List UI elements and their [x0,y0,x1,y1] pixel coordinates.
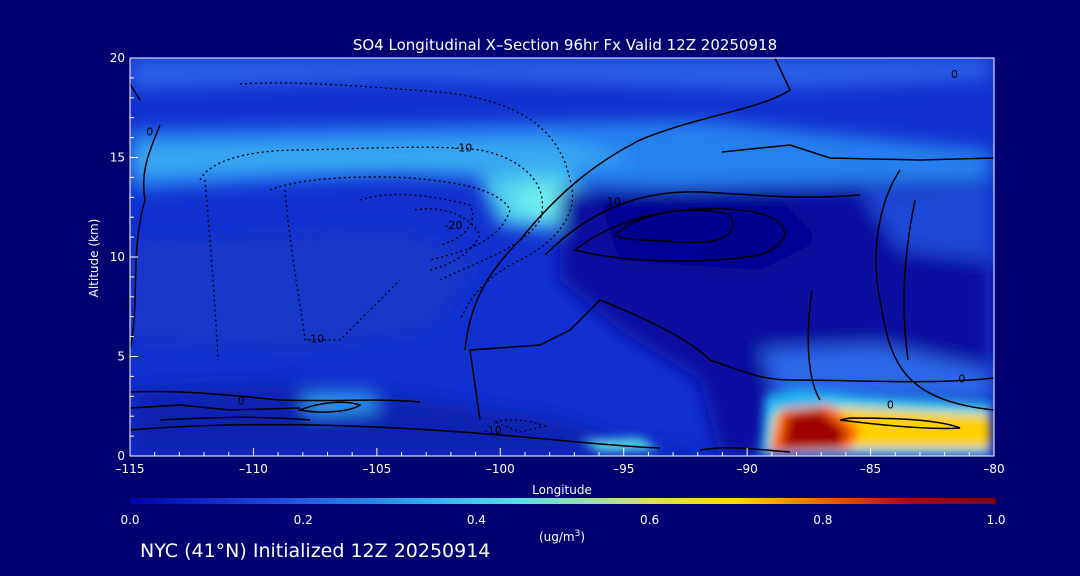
contour-label: -10 [306,333,324,346]
colorbar-units-main: (ug/m [539,530,575,544]
colorbar-tick-label: 1.0 [986,513,1005,527]
chart-title: SO4 Longitudinal X–Section 96hr Fx Valid… [353,36,777,54]
contour-label: -20 [444,219,462,232]
y-axis: 0 5 10 15 20 [110,51,138,463]
y-tick-label: 0 [117,449,125,463]
colorbar-ticks: 0.0 0.2 0.4 0.6 0.8 1.0 [120,513,1005,527]
x-tick-label: –105 [362,462,391,476]
colorbar-units: (ug/m3) [539,529,585,544]
contour-label: -10 [484,424,502,437]
x-tick-label: –90 [737,462,758,476]
contour-label: 0 [887,398,894,411]
x-tick-label: –85 [860,462,881,476]
x-tick-label: –80 [983,462,1004,476]
colorbar-gradient [130,498,996,504]
x-tick-label: –115 [116,462,145,476]
y-axis-label: Altitude (km) [87,219,101,298]
x-tick-label: –100 [486,462,515,476]
contour-label: 0 [958,372,965,385]
solid-contours [130,58,994,453]
y-tick-label: 5 [117,350,125,364]
contour-label: 0 [951,68,958,81]
x-axis-label: Longitude [532,483,592,497]
dashed-contours [199,82,574,433]
contour-label: -10 [454,142,472,155]
x-tick-label: –110 [239,462,268,476]
contour-label: 0 [238,394,245,407]
field-hotspot [580,388,990,456]
contour-label: 10 [607,195,621,208]
contour-label: 0 [146,126,153,139]
colorbar: 0.0 0.2 0.4 0.6 0.8 1.0 (ug/m3) [120,498,1006,544]
contour-labels: -10 -20 -10 10 0 -10 0 0 0 0 [146,68,965,437]
footer-caption: NYC (41°N) Initialized 12Z 20250914 [140,540,491,562]
x-axis: –115 –110 –105 –100 –95 –90 –85 –80 [116,448,1005,476]
y-tick-label: 15 [110,151,125,165]
colorbar-tick-label: 0.8 [813,513,832,527]
colorbar-units-close: ) [580,530,585,544]
y-tick-label: 10 [110,250,125,264]
x-tick-label: –95 [613,462,634,476]
y-tick-label: 20 [110,51,125,65]
colorbar-tick-label: 0.2 [294,513,313,527]
colorbar-units-superscript: 3 [575,529,581,539]
colorbar-tick-label: 0.6 [640,513,659,527]
field-shading [130,58,990,456]
colorbar-tick-label: 0.4 [467,513,486,527]
colorbar-tick-label: 0.0 [120,513,139,527]
plot-area: -10 -20 -10 10 0 -10 0 0 0 0 [130,58,994,456]
